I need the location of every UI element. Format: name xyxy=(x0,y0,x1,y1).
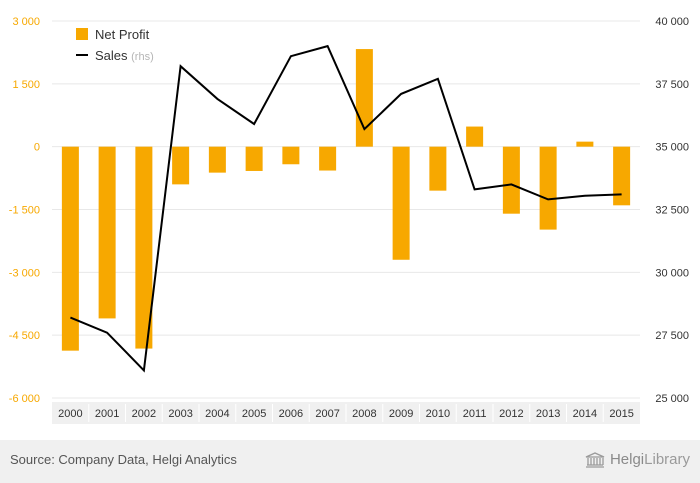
x-tick-label: 2011 xyxy=(463,408,487,420)
library-building-icon xyxy=(585,451,605,468)
x-tick-label: 2002 xyxy=(132,408,156,420)
bar-net-profit xyxy=(392,146,410,260)
bar-net-profit xyxy=(135,146,153,349)
right-tick-label: 30 000 xyxy=(655,267,689,279)
bar-net-profit xyxy=(319,146,337,171)
bar-net-profit xyxy=(98,146,116,319)
helgi-library-logo[interactable]: HelgiLibrary xyxy=(585,451,690,468)
bar-net-profit xyxy=(208,146,226,173)
footer: Source: Company Data, Helgi Analytics He… xyxy=(0,440,700,483)
right-tick-label: 35 000 xyxy=(655,142,689,154)
legend-label-net-profit: Net Profit xyxy=(95,27,150,42)
bar-net-profit xyxy=(466,126,484,147)
x-tick-label: 2000 xyxy=(58,408,82,420)
left-tick-label: 3 000 xyxy=(12,16,40,28)
x-tick-label: 2003 xyxy=(168,408,192,420)
bar-net-profit xyxy=(576,141,594,147)
right-tick-label: 27 500 xyxy=(655,330,689,342)
brand-prefix: Helgi xyxy=(609,451,645,468)
legend-label-sales-suffix: (rhs) xyxy=(131,51,154,63)
x-tick-label: 2007 xyxy=(315,408,339,420)
x-tick-label: 2009 xyxy=(389,408,413,420)
source-text: Source: Company Data, Helgi Analytics xyxy=(10,452,237,467)
x-tick-label: 2004 xyxy=(205,408,229,420)
bar-net-profit xyxy=(282,146,300,165)
left-tick-label: -1 500 xyxy=(9,205,40,217)
bar-net-profit xyxy=(61,146,79,351)
bar-net-profit xyxy=(355,49,373,147)
x-tick-label: 2010 xyxy=(426,408,450,420)
legend-label-sales: Sales (rhs) xyxy=(95,48,154,63)
bar-net-profit xyxy=(539,146,557,230)
right-tick-label: 40 000 xyxy=(655,16,689,28)
bar-net-profit xyxy=(245,146,263,171)
x-tick-label: 2012 xyxy=(499,408,523,420)
x-tick-label: 2005 xyxy=(242,408,266,420)
line-sales xyxy=(70,44,622,373)
left-tick-label: -3 000 xyxy=(9,267,40,279)
right-tick-label: 25 000 xyxy=(655,393,689,405)
bar-net-profit xyxy=(502,146,520,214)
x-tick-label: 2006 xyxy=(279,408,303,420)
brand-suffix: Library xyxy=(644,451,690,468)
x-tick-label: 2013 xyxy=(536,408,560,420)
bar-net-profit xyxy=(613,146,631,206)
left-tick-label: 1 500 xyxy=(12,79,40,91)
left-tick-label: 0 xyxy=(34,142,40,154)
x-tick-label: 2015 xyxy=(609,408,633,420)
right-tick-label: 32 500 xyxy=(655,205,689,217)
x-tick-label: 2008 xyxy=(352,408,376,420)
bar-net-profit xyxy=(429,146,447,191)
x-tick-label: 2014 xyxy=(573,408,597,420)
combo-chart: 3 000 1 500 0 -1 500 -3 000 -4 500 -6 000 40 00… xyxy=(9,16,689,424)
bar-net-profit xyxy=(172,146,190,185)
right-tick-label: 37 500 xyxy=(655,79,689,91)
legend-swatch-net-profit xyxy=(76,28,88,40)
left-tick-label: -4 500 xyxy=(9,330,40,342)
left-tick-label: -6 000 xyxy=(9,393,40,405)
x-tick-label: 2001 xyxy=(95,408,119,420)
